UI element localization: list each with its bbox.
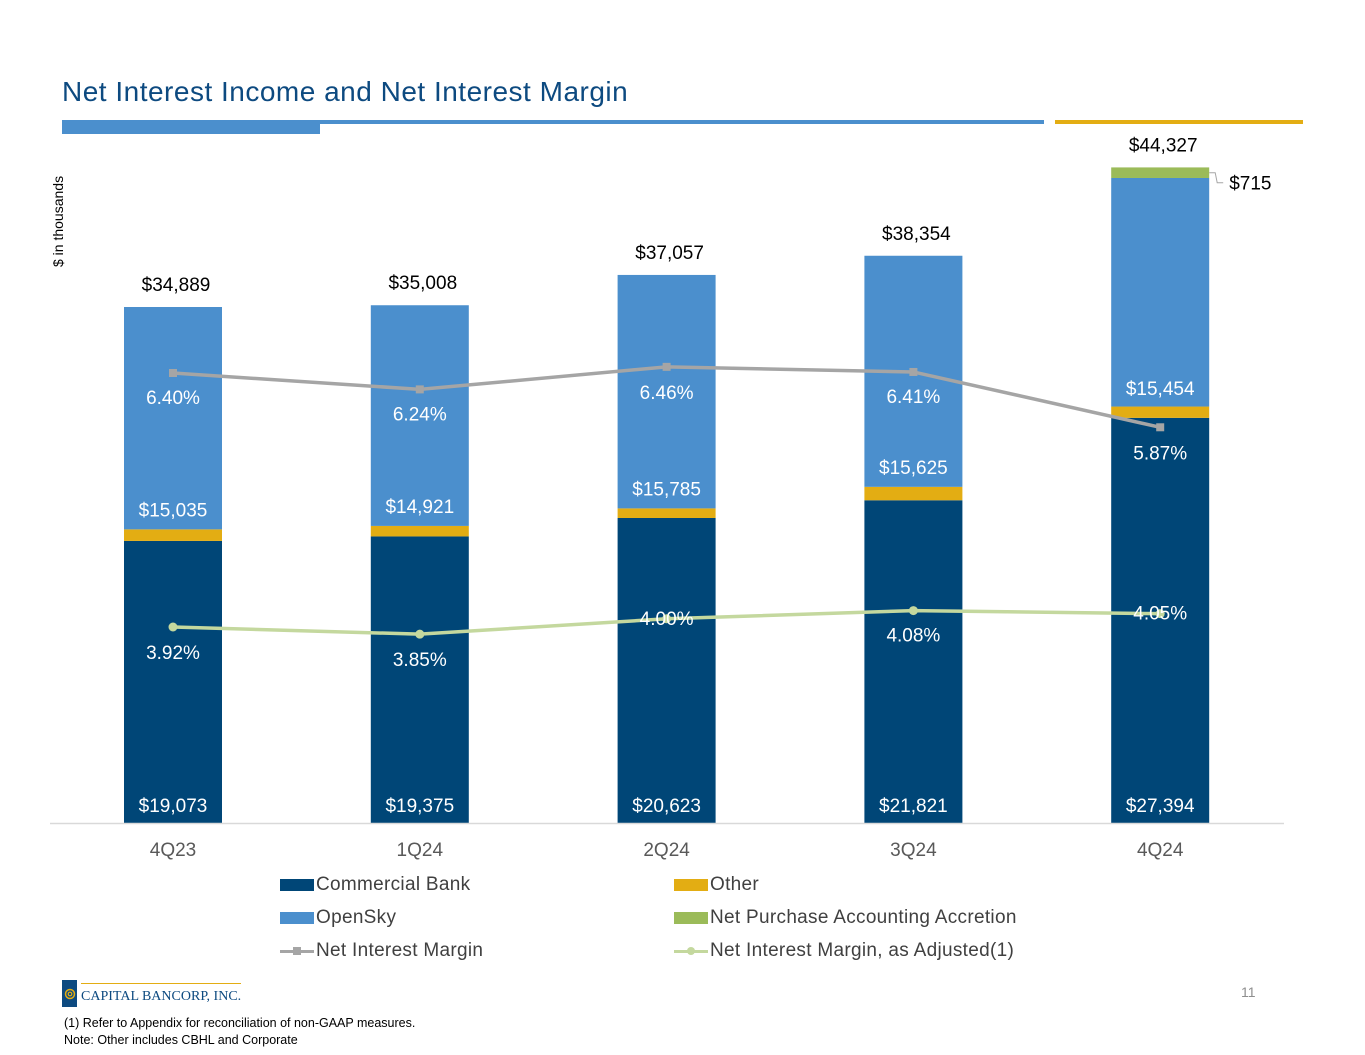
legend-commercial-bank: Commercial Bank	[280, 874, 470, 896]
data-label-commercial-bank: $19,375	[385, 796, 454, 817]
legend-label: Net Purchase Accounting Accretion	[710, 907, 1017, 928]
bar-segment-accretion	[1111, 167, 1210, 178]
title-rule-line	[320, 120, 1044, 124]
marker-nim	[662, 362, 671, 371]
footnote-1: (1) Refer to Appendix for reconciliation…	[64, 1016, 416, 1030]
legend-label: Net Interest Margin	[316, 940, 484, 961]
legend-accretion: Net Purchase Accounting Accretion	[674, 907, 1017, 929]
data-label-total: $38,354	[882, 224, 951, 245]
bar-segment-other	[864, 486, 963, 501]
marker-nim_adjusted	[415, 629, 425, 639]
x-tick-label: 4Q23	[150, 840, 196, 861]
marker-nim	[1156, 423, 1165, 432]
data-label-commercial-bank: $19,073	[139, 796, 208, 817]
data-label-nim_adjusted: 4.08%	[886, 626, 940, 647]
data-label-opensky: $15,454	[1126, 379, 1195, 400]
legend-other: Other	[674, 874, 759, 896]
bar-segment-other	[124, 529, 222, 541]
data-label-commercial-bank: $20,623	[632, 796, 701, 817]
data-label-opensky: $14,921	[385, 497, 454, 518]
legend-swatch-accretion	[674, 912, 708, 924]
bar-segment-opensky	[124, 307, 222, 530]
data-label-total: $34,889	[142, 275, 211, 296]
data-label-nim: 5.87%	[1133, 443, 1187, 464]
data-label-nim: 6.46%	[640, 383, 694, 404]
legend-nim: Net Interest Margin	[280, 940, 483, 962]
leader-line-accretion	[1209, 172, 1224, 184]
data-label-accretion: $715	[1229, 174, 1271, 195]
x-tick-label: 4Q24	[1137, 840, 1184, 861]
data-label-total: $44,327	[1129, 135, 1198, 156]
bar-segment-commercial_bank	[124, 540, 222, 823]
data-label-nim_adjusted: 3.85%	[393, 650, 447, 671]
legend-swatch-commercial-bank	[280, 879, 314, 891]
data-label-commercial-bank: $27,394	[1126, 796, 1195, 817]
marker-nim_adjusted	[908, 606, 918, 616]
logo-text: CAPITAL BANCORP, INC.	[81, 982, 242, 1005]
legend-swatch-other	[674, 879, 708, 891]
bar-segment-commercial_bank	[617, 517, 716, 823]
legend-label: Net Interest Margin, as Adjusted(1)	[710, 940, 1015, 961]
data-label-opensky: $15,035	[139, 500, 208, 521]
legend-label: OpenSky	[316, 907, 397, 928]
marker-nim	[169, 369, 177, 377]
legend-opensky: OpenSky	[280, 907, 396, 929]
title-rule-gold	[1055, 120, 1303, 124]
legend-label: Commercial Bank	[316, 874, 471, 895]
legend-nim-adjusted: Net Interest Margin, as Adjusted(1)	[674, 940, 1014, 962]
bar-segment-opensky	[617, 274, 716, 509]
bar-segment-other	[370, 525, 469, 537]
data-label-nim_adjusted: 3.92%	[146, 643, 200, 664]
marker-nim_adjusted	[662, 614, 672, 624]
page-title: Net Interest Income and Net Interest Mar…	[62, 76, 629, 107]
bar-segment-opensky	[370, 305, 469, 526]
bar-line-chart: 4Q23 1Q24 2Q24 3Q24 4Q24 $19,073 $19,375 $20,62…	[50, 135, 1284, 861]
footnote-2: Note: Other includes CBHL and Corporate	[64, 1033, 298, 1047]
data-label-opensky: $15,785	[632, 479, 701, 500]
bar-segment-other	[617, 508, 716, 518]
company-logo: CAPITAL BANCORP, INC.	[62, 980, 242, 1007]
data-label-total: $35,008	[388, 273, 457, 294]
page-number: 11	[1241, 984, 1256, 1000]
bar-segment-opensky	[1111, 177, 1210, 407]
data-label-nim_adjusted: 4.05%	[1133, 604, 1187, 625]
bar-segment-commercial_bank	[864, 500, 963, 823]
legend-label: Other	[710, 874, 760, 895]
x-tick-label: 2Q24	[643, 840, 690, 861]
logo-swirl-icon	[62, 980, 77, 1007]
x-tick-label: 3Q24	[890, 840, 937, 861]
title-rule-accent	[62, 120, 320, 134]
data-label-nim: 6.24%	[393, 404, 447, 425]
bar-segment-commercial_bank	[1111, 417, 1210, 823]
x-tick-label: 1Q24	[397, 840, 444, 861]
data-label-nim_adjusted: 4.00%	[640, 609, 694, 630]
data-label-nim: 6.41%	[886, 387, 940, 408]
bar-segment-commercial_bank	[370, 536, 469, 823]
legend-swatch-opensky	[280, 912, 314, 924]
data-label-total: $37,057	[635, 243, 704, 264]
marker-nim	[415, 385, 424, 394]
legend-line-nim-adjusted	[674, 945, 708, 957]
bar-segment-other	[1111, 406, 1210, 418]
data-label-opensky: $15,625	[879, 458, 948, 479]
marker-nim_adjusted	[1155, 609, 1165, 619]
data-label-nim: 6.40%	[146, 388, 200, 409]
marker-nim_adjusted	[168, 622, 178, 632]
data-label-commercial-bank: $21,821	[879, 796, 948, 817]
legend-line-nim	[280, 945, 314, 957]
marker-nim	[909, 367, 918, 376]
